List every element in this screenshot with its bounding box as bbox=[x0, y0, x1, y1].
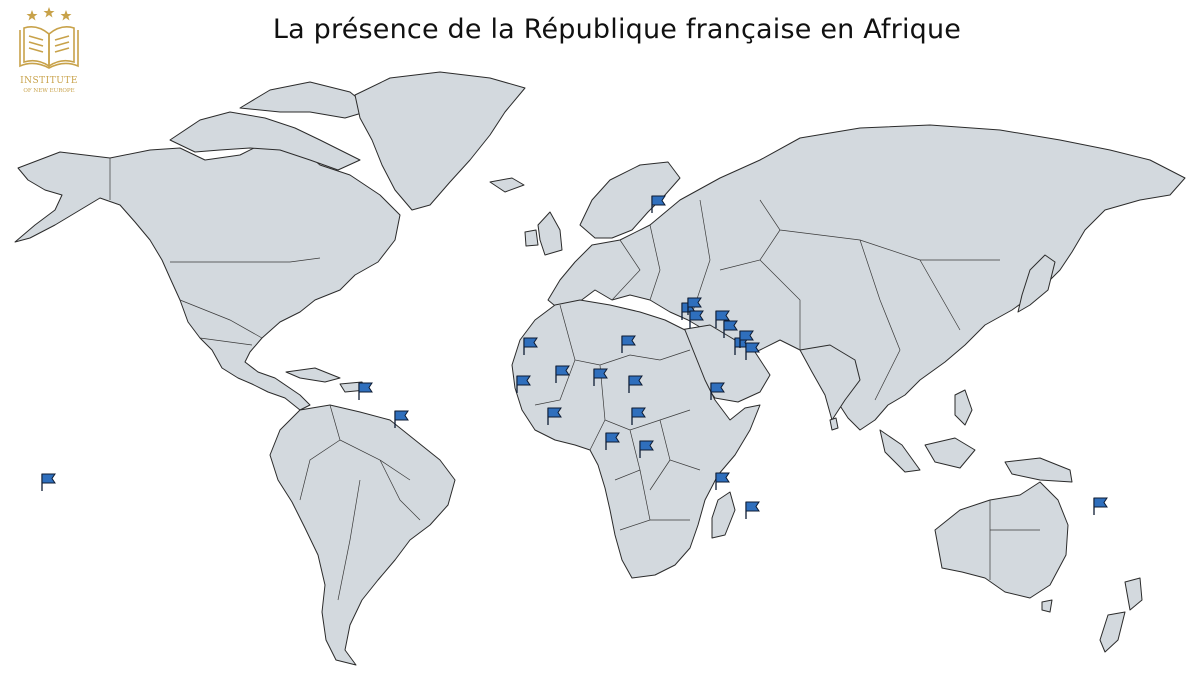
greenland bbox=[354, 71, 526, 211]
great-britain bbox=[537, 211, 563, 256]
borders-australia bbox=[989, 500, 1040, 580]
logo-text-line2: OF NEW EUROPE bbox=[23, 88, 75, 94]
blue-flag-icon bbox=[631, 407, 646, 425]
ireland bbox=[524, 229, 539, 247]
blue-flag-icon bbox=[1093, 497, 1108, 515]
tasmania bbox=[1041, 599, 1053, 613]
blue-flag-icon bbox=[689, 310, 704, 328]
indonesia-sumatra bbox=[879, 429, 921, 473]
blue-flag-icon bbox=[723, 320, 738, 338]
arctic-islands-north bbox=[239, 81, 373, 119]
africa bbox=[511, 299, 761, 579]
flag-markers bbox=[41, 195, 1108, 519]
blue-flag-icon bbox=[394, 410, 409, 428]
blue-flag-icon bbox=[523, 337, 538, 355]
blue-flag-icon bbox=[715, 310, 730, 328]
iceland bbox=[489, 177, 525, 193]
blue-flag-icon bbox=[739, 330, 754, 348]
institute-logo: INSTITUTE OF NEW EUROPE bbox=[12, 4, 86, 100]
blue-flag-icon bbox=[745, 501, 760, 519]
blue-flag-icon bbox=[710, 382, 725, 400]
blue-flag-icon bbox=[651, 195, 666, 213]
madagascar bbox=[711, 491, 736, 539]
scandinavia bbox=[579, 161, 681, 239]
south-america bbox=[269, 404, 456, 666]
philippines bbox=[954, 389, 973, 426]
sri-lanka bbox=[829, 417, 839, 431]
blue-flag-icon bbox=[628, 375, 643, 393]
blue-flag-icon bbox=[516, 375, 531, 393]
blue-flag-icon bbox=[605, 432, 620, 450]
india bbox=[799, 344, 861, 421]
cuba bbox=[285, 367, 341, 383]
new-guinea bbox=[1004, 457, 1073, 483]
japan bbox=[1017, 254, 1056, 313]
blue-flag-icon bbox=[745, 342, 760, 360]
eurasia bbox=[547, 124, 1186, 431]
australia bbox=[934, 481, 1069, 599]
arctic-islands bbox=[169, 111, 361, 171]
open-book-with-stars-icon bbox=[19, 7, 79, 69]
blue-flag-icon bbox=[687, 297, 702, 315]
borders-south-america bbox=[299, 404, 421, 601]
indonesia-borneo bbox=[924, 437, 976, 469]
map-title: La présence de la République française e… bbox=[272, 14, 962, 45]
blue-flag-icon bbox=[715, 472, 730, 490]
blue-flag-icon bbox=[547, 407, 562, 425]
blue-flag-icon bbox=[639, 440, 654, 458]
blue-flag-icon bbox=[621, 335, 636, 353]
borders-africa bbox=[534, 304, 701, 531]
blue-flag-icon bbox=[593, 368, 608, 386]
logo-text-line1: INSTITUTE bbox=[20, 76, 78, 86]
north-america bbox=[14, 139, 401, 411]
blue-flag-icon bbox=[41, 473, 56, 491]
blue-flag-icon bbox=[358, 382, 373, 400]
new-zealand bbox=[1099, 577, 1143, 653]
blue-flag-icon bbox=[555, 365, 570, 383]
borders-eurasia bbox=[611, 199, 1000, 401]
borders-north-america bbox=[109, 158, 321, 346]
